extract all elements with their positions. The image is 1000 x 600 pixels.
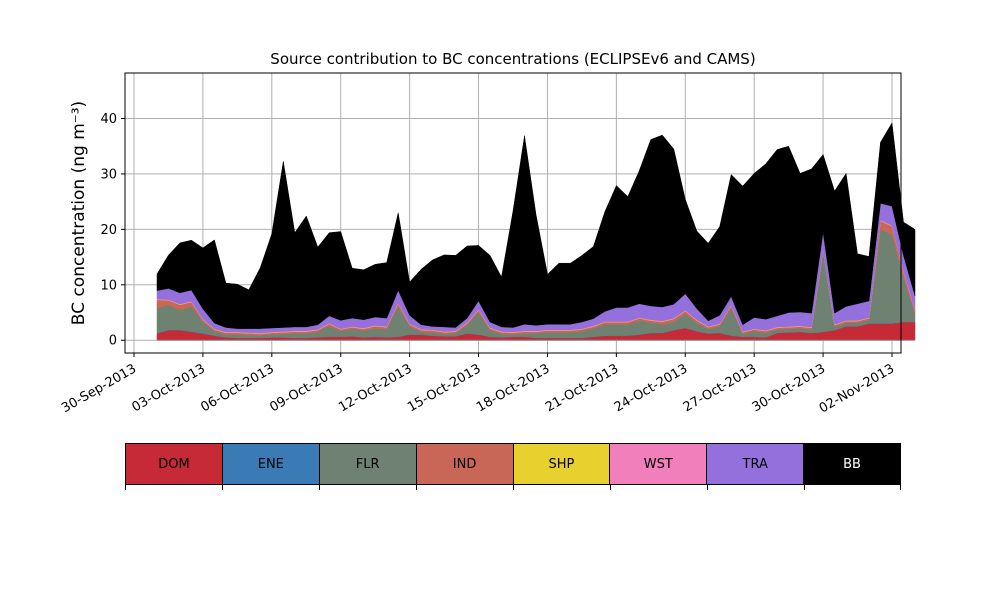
legend-cell-bb: BB xyxy=(804,444,900,484)
legend-tick-mark xyxy=(513,485,514,490)
legend-tick-mark xyxy=(222,485,223,490)
y-tick-label: 40 xyxy=(100,112,117,127)
y-tick-label: 0 xyxy=(109,334,117,349)
legend-tick-mark xyxy=(125,485,126,490)
x-tick-label: 12-Oct-2013 xyxy=(336,361,414,415)
legend-cell-tra: TRA xyxy=(707,444,805,484)
x-tick-label: 02-Nov-2013 xyxy=(817,361,897,416)
legend-cell-ene: ENE xyxy=(222,444,320,484)
area-series-bb xyxy=(156,122,916,329)
x-tick-label: 15-Oct-2013 xyxy=(405,361,483,415)
x-tick-label: 18-Oct-2013 xyxy=(474,361,552,415)
legend-tick-mark xyxy=(416,485,417,490)
x-tick-label: 21-Oct-2013 xyxy=(543,361,621,415)
legend-tick-mark xyxy=(610,485,611,490)
y-tick-label: 30 xyxy=(100,167,117,182)
legend-cell-dom: DOM xyxy=(126,444,223,484)
y-tick-label: 20 xyxy=(100,223,117,238)
legend-tick-mark xyxy=(804,485,805,490)
x-tick-label: 09-Oct-2013 xyxy=(267,361,345,415)
x-tick-label: 27-Oct-2013 xyxy=(681,361,759,415)
source-legend-ticks xyxy=(125,485,901,491)
x-tick-label: 30-Oct-2013 xyxy=(750,361,828,415)
legend-cell-ind: IND xyxy=(416,444,514,484)
x-tick-label: 24-Oct-2013 xyxy=(612,361,690,415)
y-axis-label: BC concentration (ng m⁻³) xyxy=(69,101,89,325)
chart-title: Source contribution to BC concentrations… xyxy=(270,50,755,68)
legend-cell-wst: WST xyxy=(610,444,708,484)
legend-tick-mark xyxy=(900,485,901,490)
plot-frame xyxy=(124,72,902,354)
source-legend-bar: DOM ENE FLR IND SHP WST TRA BB xyxy=(125,443,901,485)
x-tick-label: 03-Oct-2013 xyxy=(130,361,208,415)
legend-cell-shp: SHP xyxy=(513,444,611,484)
legend-cell-flr: FLR xyxy=(319,444,417,484)
y-tick-label: 10 xyxy=(100,278,117,293)
legend-tick-mark xyxy=(319,485,320,490)
area-layer xyxy=(156,122,916,341)
x-tick-label: 06-Oct-2013 xyxy=(198,361,276,415)
x-tick-label: 30-Sep-2013 xyxy=(59,361,139,416)
legend-tick-mark xyxy=(707,485,708,490)
